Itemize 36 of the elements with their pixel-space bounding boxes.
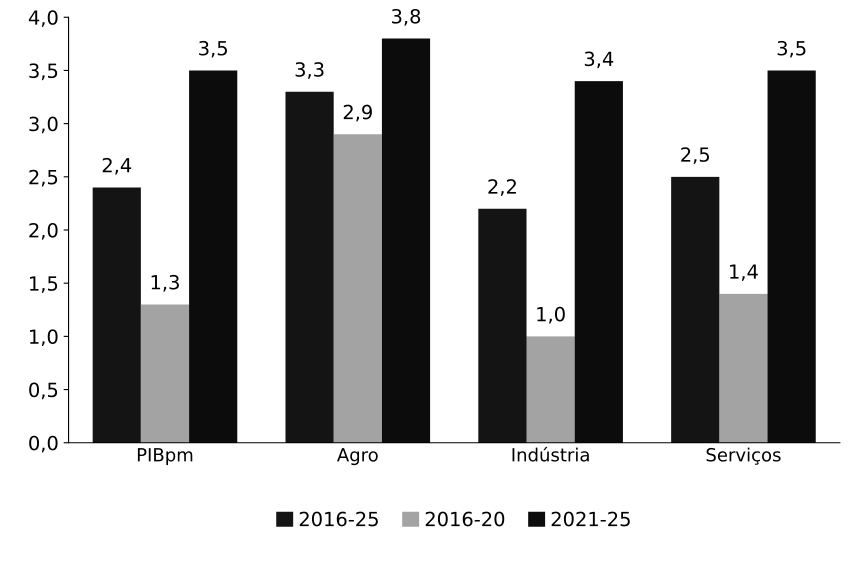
bar: [526, 336, 575, 443]
data-label: 2,9: [344, 104, 372, 122]
bar: [92, 187, 141, 443]
data-label: 3,3: [296, 62, 324, 79]
x-tick-label: Agro: [337, 448, 378, 466]
data-label: 2,4: [102, 158, 132, 175]
data-label: 3,5: [199, 40, 227, 58]
legend-label: 2021-25: [552, 512, 630, 526]
data-label: 3,8: [392, 8, 420, 26]
y-tick-label: 3,0: [29, 116, 58, 134]
y-tick-label: 4,0: [28, 10, 58, 27]
data-label: 2,2: [488, 179, 516, 196]
y-tick-label: 1,0: [30, 329, 58, 346]
legend-label: 2016-25: [300, 512, 378, 526]
legend-label: 2016-20: [426, 512, 504, 526]
data-label: 1,3: [152, 274, 179, 292]
y-tick-label: 0,0: [29, 436, 58, 452]
bar: [334, 134, 382, 443]
data-label: 3,4: [584, 51, 614, 68]
bar: [671, 176, 720, 443]
bar: [478, 208, 527, 443]
y-tick-label: 0,5: [29, 382, 58, 400]
y-tick-label: 3,5: [29, 63, 58, 80]
y-tick-label: 2,0: [29, 222, 58, 240]
bar: [285, 92, 334, 443]
data-label: 3,5: [778, 40, 806, 58]
y-tick-label: 2,5: [29, 170, 58, 186]
data-label: 1,0: [537, 306, 565, 324]
data-label: 2,5: [681, 147, 710, 164]
x-tick-label: Indústria: [512, 446, 589, 462]
bar: [140, 304, 190, 443]
x-tick-label: Serviços: [706, 448, 781, 465]
bar: [719, 294, 768, 443]
y-tick-label: 1,5: [30, 276, 58, 293]
data-label: 1,4: [730, 264, 758, 281]
x-tick-label: PIBpm: [138, 448, 192, 466]
